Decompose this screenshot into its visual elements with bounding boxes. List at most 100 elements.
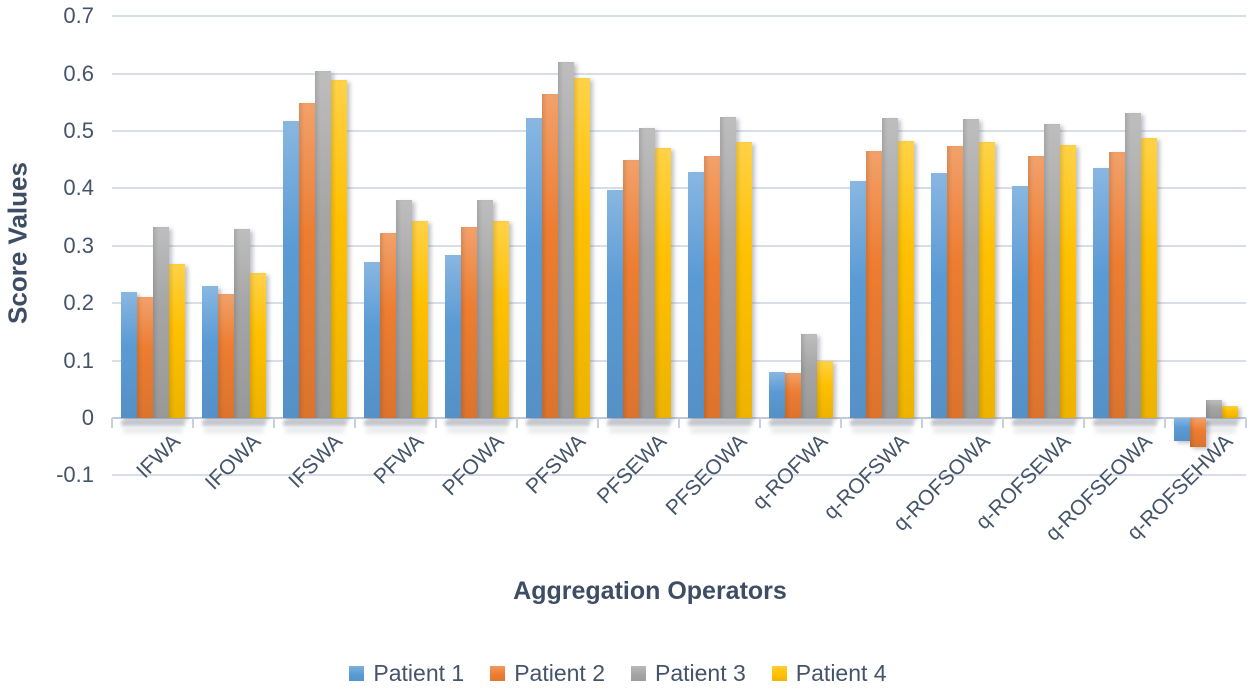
bar: [136, 297, 153, 418]
bar: [168, 264, 185, 418]
x-axis-tick: [516, 418, 518, 428]
bar: [233, 229, 250, 418]
bar: [735, 142, 752, 418]
bar-reflection-smudge: [1173, 420, 1238, 426]
y-axis-tick-labels: 0.7 0.6 0.5 0.4 0.3 0.2 0.1 0 -0.1: [0, 0, 97, 500]
bar: [849, 180, 866, 418]
legend-label: Patient 1: [373, 660, 465, 686]
category-label: q-ROFWA: [748, 430, 833, 515]
x-axis-tick: [921, 418, 923, 428]
bar: [492, 221, 509, 418]
bar: [606, 189, 623, 418]
bar-reflection-smudge: [606, 420, 671, 426]
bar-reflection-smudge: [1175, 428, 1236, 433]
bar-reflection-smudge: [1094, 428, 1155, 433]
bar-reflection-smudge: [201, 420, 266, 426]
y-tick-label: -0.1: [56, 462, 94, 488]
x-axis-tick: [435, 418, 437, 428]
y-gridline: [112, 72, 1246, 75]
bar-reflection-smudge: [1092, 420, 1157, 426]
legend-label: Patient 2: [514, 660, 605, 686]
y-tick-label: 0.7: [63, 3, 94, 29]
bar: [363, 262, 380, 418]
bar-reflection-smudge: [851, 428, 912, 433]
bar-reflection-smudge: [446, 428, 507, 433]
legend-label: Patient 4: [795, 660, 887, 686]
x-axis-tick: [354, 418, 356, 428]
legend-swatch: [771, 666, 787, 681]
bar: [622, 160, 639, 418]
category-label: PFOWA: [438, 430, 509, 501]
y-gridline: [112, 359, 1246, 362]
bar: [298, 103, 315, 418]
bar-reflection-smudge: [525, 420, 590, 426]
y-gridline: [112, 15, 1246, 18]
bar: [395, 199, 412, 418]
x-axis-tick: [1083, 418, 1085, 428]
bar: [1124, 112, 1141, 418]
legend-item: Patient 4: [771, 660, 887, 687]
y-tick-label: 0.1: [63, 347, 94, 373]
bar: [768, 371, 785, 418]
bar-reflection-smudge: [687, 420, 752, 426]
bar: [1108, 152, 1125, 418]
x-axis-tick: [759, 418, 761, 428]
bar-reflection-smudge: [932, 428, 993, 433]
y-gridline: [112, 474, 1246, 477]
x-axis-tick: [678, 418, 680, 428]
category-label: PFWA: [369, 430, 428, 489]
category-label: PFSWA: [521, 430, 590, 499]
bar-reflection-smudge: [365, 428, 426, 433]
bar-reflection-smudge: [527, 428, 588, 433]
bar-reflection-smudge: [1011, 420, 1076, 426]
legend-item: Patient 1: [349, 660, 464, 687]
category-label: PFSEWA: [592, 430, 671, 509]
bar-reflection-smudge: [122, 428, 183, 433]
bar: [638, 127, 655, 418]
bar: [1092, 168, 1109, 418]
bar: [217, 294, 234, 418]
y-gridline: [112, 302, 1246, 305]
bar: [962, 118, 979, 418]
legend-swatch: [631, 666, 646, 681]
bar-reflection-smudge: [608, 428, 669, 433]
x-axis-tick: [111, 418, 113, 428]
bar: [784, 372, 801, 418]
category-label: IFOWA: [201, 430, 266, 495]
bar: [816, 361, 833, 418]
y-tick-label: 0.4: [63, 175, 94, 201]
bar: [687, 172, 704, 418]
x-axis-tick: [1245, 418, 1247, 428]
bar: [1140, 137, 1157, 418]
bar-reflection-smudge: [930, 420, 995, 426]
bar: [249, 273, 266, 418]
bar: [1221, 405, 1238, 418]
bar: [460, 227, 477, 418]
bar-reflection-smudge: [282, 420, 347, 426]
x-axis-tick: [1164, 418, 1166, 428]
bar: [881, 118, 898, 418]
y-gridline: [112, 244, 1246, 247]
bar-reflection-smudge: [1013, 428, 1074, 433]
bar: [557, 62, 574, 418]
x-axis-title: Aggregation Operators: [513, 577, 787, 605]
category-label: IFSWA: [284, 430, 347, 493]
x-axis-tick: [192, 418, 194, 428]
bar-reflection-smudge: [768, 420, 833, 426]
bar-reflection-smudge: [120, 420, 185, 426]
bar: [865, 151, 882, 418]
bar-reflection-smudge: [849, 420, 914, 426]
x-axis-tick: [273, 418, 275, 428]
bar: [1059, 144, 1076, 418]
legend-item: Patient 3: [631, 660, 746, 687]
bar: [411, 220, 428, 418]
bar: [978, 142, 995, 418]
bar: [719, 117, 736, 418]
x-axis-tick: [840, 418, 842, 428]
bar: [1205, 400, 1222, 418]
bar-reflection-smudge: [689, 428, 750, 433]
bar-reflection-smudge: [284, 428, 345, 433]
y-tick-label: 0.5: [63, 118, 94, 143]
bar-reflection-smudge: [363, 420, 428, 426]
